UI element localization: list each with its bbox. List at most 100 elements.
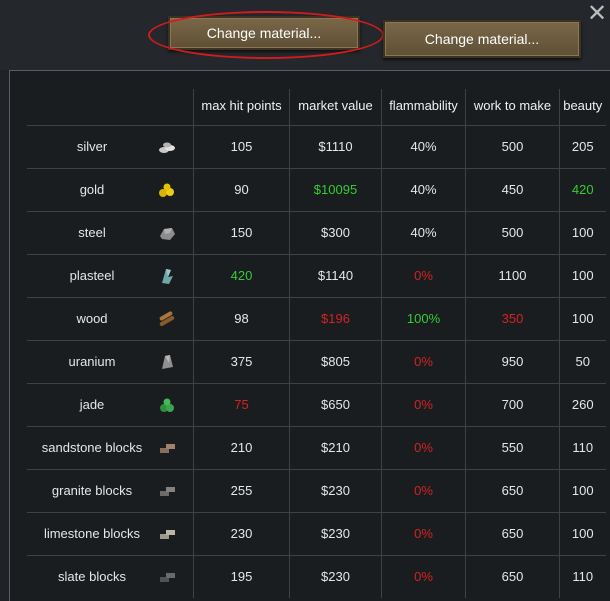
close-icon[interactable]: ✕ <box>586 0 608 27</box>
max-hit-points-cell: 375 <box>193 339 290 383</box>
material-stats-table: max hit points market value flammability… <box>27 89 606 598</box>
max-hit-points-cell: 75 <box>193 382 290 426</box>
table-row: uranium 375 $805 0% 950 50 <box>27 339 606 383</box>
flammability-cell: 0% <box>381 511 466 555</box>
material-name: slate blocks <box>58 568 126 584</box>
flammability-cell: 100% <box>381 296 466 340</box>
limestone-blocks-icon <box>157 525 177 543</box>
work-to-make-cell: 500 <box>465 210 560 254</box>
market-value-cell: $1110 <box>289 124 382 168</box>
material-name: limestone blocks <box>43 525 141 541</box>
header-max-hit-points: max hit points <box>193 89 290 125</box>
work-to-make-cell: 650 <box>465 554 560 598</box>
table-row: silver 105 $1110 40% 500 205 <box>27 124 606 168</box>
beauty-cell: 100 <box>559 210 606 254</box>
table-row: jade 75 $650 0% 700 260 <box>27 382 606 426</box>
beauty-cell: 100 <box>559 511 606 555</box>
max-hit-points-cell: 105 <box>193 124 290 168</box>
material-name: sandstone blocks <box>41 439 143 455</box>
gold-icon <box>157 181 177 199</box>
work-to-make-cell: 650 <box>465 511 560 555</box>
header-market-value: market value <box>289 89 382 125</box>
table-row: slate blocks 195 $230 0% 650 110 <box>27 554 606 598</box>
uranium-icon <box>157 353 177 371</box>
table-row: limestone blocks 230 $230 0% 650 100 <box>27 511 606 555</box>
max-hit-points-cell: 98 <box>193 296 290 340</box>
material-name-cell: gold <box>27 167 194 211</box>
market-value-cell: $230 <box>289 468 382 512</box>
change-material-button-1[interactable]: Change material... <box>168 16 360 50</box>
work-to-make-cell: 450 <box>465 167 560 211</box>
beauty-cell: 260 <box>559 382 606 426</box>
max-hit-points-cell: 210 <box>193 425 290 469</box>
max-hit-points-cell: 230 <box>193 511 290 555</box>
flammability-cell: 0% <box>381 382 466 426</box>
max-hit-points-cell: 420 <box>193 253 290 297</box>
material-name: wood <box>76 310 108 326</box>
material-name: steel <box>78 224 106 240</box>
market-value-cell: $805 <box>289 339 382 383</box>
material-name-cell: limestone blocks <box>27 511 194 555</box>
market-value-cell: $650 <box>289 382 382 426</box>
material-name: uranium <box>68 353 116 369</box>
material-name: plasteel <box>69 267 115 283</box>
beauty-cell: 110 <box>559 554 606 598</box>
change-material-button-2[interactable]: Change material... <box>383 20 581 58</box>
flammability-cell: 0% <box>381 468 466 512</box>
beauty-cell: 100 <box>559 296 606 340</box>
work-to-make-cell: 700 <box>465 382 560 426</box>
material-name-cell: slate blocks <box>27 554 194 598</box>
material-name-cell: granite blocks <box>27 468 194 512</box>
material-name-cell: sandstone blocks <box>27 425 194 469</box>
table-row: granite blocks 255 $230 0% 650 100 <box>27 468 606 512</box>
material-name: gold <box>79 181 105 197</box>
material-name-cell: silver <box>27 124 194 168</box>
material-name-cell: wood <box>27 296 194 340</box>
material-name-cell: steel <box>27 210 194 254</box>
beauty-cell: 110 <box>559 425 606 469</box>
market-value-cell: $196 <box>289 296 382 340</box>
beauty-cell: 50 <box>559 339 606 383</box>
material-name-cell: plasteel <box>27 253 194 297</box>
header-material <box>27 89 194 125</box>
market-value-cell: $1140 <box>289 253 382 297</box>
max-hit-points-cell: 255 <box>193 468 290 512</box>
work-to-make-cell: 650 <box>465 468 560 512</box>
slate-blocks-icon <box>157 568 177 586</box>
steel-icon <box>157 224 177 242</box>
table-row: gold 90 $10095 40% 450 420 <box>27 167 606 211</box>
work-to-make-cell: 500 <box>465 124 560 168</box>
sandstone-blocks-icon <box>157 439 177 457</box>
jade-icon <box>157 396 177 414</box>
flammability-cell: 0% <box>381 554 466 598</box>
flammability-cell: 0% <box>381 339 466 383</box>
table-row: wood 98 $196 100% 350 100 <box>27 296 606 340</box>
market-value-cell: $230 <box>289 554 382 598</box>
flammability-cell: 40% <box>381 124 466 168</box>
beauty-cell: 420 <box>559 167 606 211</box>
max-hit-points-cell: 90 <box>193 167 290 211</box>
header-work-to-make: work to make <box>465 89 560 125</box>
beauty-cell: 205 <box>559 124 606 168</box>
material-name: granite blocks <box>51 482 133 498</box>
granite-blocks-icon <box>157 482 177 500</box>
beauty-cell: 100 <box>559 253 606 297</box>
work-to-make-cell: 950 <box>465 339 560 383</box>
material-name: jade <box>79 396 105 412</box>
material-name-cell: uranium <box>27 339 194 383</box>
work-to-make-cell: 350 <box>465 296 560 340</box>
max-hit-points-cell: 150 <box>193 210 290 254</box>
flammability-cell: 0% <box>381 425 466 469</box>
market-value-cell: $210 <box>289 425 382 469</box>
material-name-cell: jade <box>27 382 194 426</box>
header-flammability: flammability <box>381 89 466 125</box>
material-name: silver <box>76 138 108 154</box>
table-row: plasteel 420 $1140 0% 1100 100 <box>27 253 606 297</box>
wood-icon <box>157 310 177 328</box>
material-stats-panel: max hit points market value flammability… <box>9 70 610 601</box>
plasteel-icon <box>157 267 177 285</box>
work-to-make-cell: 1100 <box>465 253 560 297</box>
flammability-cell: 40% <box>381 210 466 254</box>
silver-icon <box>157 138 177 156</box>
max-hit-points-cell: 195 <box>193 554 290 598</box>
